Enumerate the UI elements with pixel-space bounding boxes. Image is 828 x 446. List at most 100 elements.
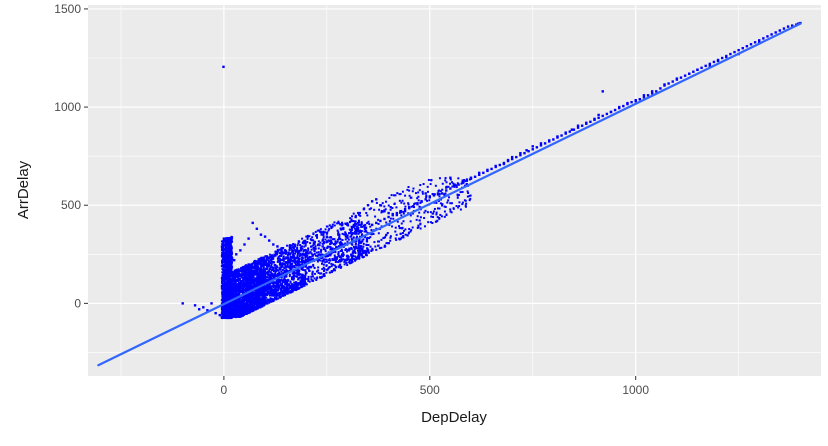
- data-point-4727: [353, 222, 356, 225]
- data-point-4497: [303, 282, 306, 285]
- data-point-4596: [360, 234, 363, 237]
- data-point-4828: [449, 208, 452, 211]
- data-point-1831: [224, 278, 227, 281]
- data-point-2498: [262, 296, 265, 299]
- data-point-4814: [380, 238, 383, 241]
- data-point-3495: [264, 289, 267, 292]
- data-point-4425: [289, 286, 292, 289]
- data-point-3733: [324, 238, 327, 241]
- data-point-4540: [314, 234, 317, 237]
- data-point-3221: [269, 278, 272, 281]
- data-point-3965: [355, 228, 358, 231]
- data-point-4567: [274, 250, 277, 253]
- data-point-187: [222, 241, 225, 244]
- data-point-2265: [237, 312, 240, 315]
- data-point-1950: [223, 274, 226, 277]
- data-point-2967: [280, 249, 283, 252]
- data-point-4459: [258, 290, 261, 293]
- data-point-4376: [293, 243, 296, 246]
- data-point-4406: [357, 221, 360, 224]
- data-point-4570: [357, 247, 360, 250]
- data-point-4902: [356, 247, 359, 250]
- data-point-4900: [320, 231, 323, 234]
- data-point-4413: [307, 277, 310, 280]
- data-point-4117: [245, 294, 248, 297]
- data-point-2657: [269, 298, 272, 301]
- data-point-3481: [225, 299, 228, 302]
- data-point-2796: [223, 290, 226, 293]
- data-point-4076: [294, 272, 297, 275]
- data-point-3570: [224, 271, 227, 274]
- data-point-2388: [260, 303, 263, 306]
- data-point-3546: [226, 289, 229, 292]
- data-point-2969: [228, 244, 231, 247]
- data-point-4101: [353, 246, 356, 249]
- data-point-4315: [247, 269, 250, 272]
- data-point-3024: [270, 286, 273, 289]
- data-point-4534: [332, 238, 335, 241]
- data-point-2818: [228, 265, 231, 268]
- data-point-3754: [344, 235, 347, 238]
- data-point-4356: [291, 285, 294, 288]
- data-point-4915: [452, 207, 455, 210]
- data-point-2571: [254, 306, 257, 309]
- data-point-4537: [294, 262, 297, 265]
- data-point-4609: [457, 177, 460, 180]
- data-point-3869: [295, 263, 298, 266]
- data-point-4353: [326, 246, 329, 249]
- data-point-2790: [255, 273, 258, 276]
- data-point-4590: [306, 266, 309, 269]
- data-point-3403: [257, 299, 260, 302]
- data-point-655: [231, 236, 234, 239]
- data-point-3932: [296, 255, 299, 258]
- data-point-546: [226, 267, 229, 270]
- data-point-4052: [339, 223, 342, 226]
- data-point-2355: [232, 312, 235, 315]
- data-point-4535: [281, 262, 284, 265]
- data-point-1749: [253, 269, 256, 272]
- data-point-4857: [441, 188, 444, 191]
- data-point-545: [221, 309, 224, 312]
- data-point-3526: [273, 298, 276, 301]
- data-point-3196: [255, 296, 258, 299]
- data-point-4673: [317, 247, 320, 250]
- data-point-4331: [307, 279, 310, 282]
- data-point-2611: [233, 275, 236, 278]
- data-point-3093: [224, 270, 227, 273]
- data-point-4270: [330, 265, 333, 268]
- data-point-4946: [461, 203, 464, 206]
- data-point-1868: [238, 293, 241, 296]
- data-point-4220: [254, 293, 257, 296]
- data-point-859: [220, 249, 223, 252]
- data-point-4658: [443, 193, 446, 196]
- data-point-3229: [237, 273, 240, 276]
- data-point-4793: [451, 185, 454, 188]
- data-point-4947: [422, 183, 425, 186]
- data-point-3445: [234, 287, 237, 290]
- data-point-4163: [274, 264, 277, 267]
- data-point-3939: [347, 238, 350, 241]
- data-point-3447: [223, 243, 226, 246]
- data-point-4465: [321, 268, 324, 271]
- data-point-643: [221, 251, 224, 254]
- data-point-3011: [243, 309, 246, 312]
- data-point-3576: [228, 309, 231, 312]
- data-point-3105: [240, 290, 243, 293]
- data-point-4508: [303, 249, 306, 252]
- data-point-2301: [262, 271, 265, 274]
- data-point-3484: [249, 273, 252, 276]
- data-point-4300: [269, 285, 272, 288]
- data-point-4913: [373, 208, 376, 211]
- data-point-2093: [225, 265, 228, 268]
- data-point-3748: [244, 289, 247, 292]
- data-point-2782: [294, 275, 297, 278]
- data-point-3464: [237, 287, 240, 290]
- data-point-3303: [233, 304, 236, 307]
- data-point-3620: [303, 245, 306, 248]
- data-point-3954: [283, 269, 286, 272]
- data-point-2910: [242, 291, 245, 294]
- data-point-2392: [241, 311, 244, 314]
- data-point-3789: [272, 282, 275, 285]
- data-point-2979: [229, 294, 232, 297]
- data-point-4122: [277, 279, 280, 282]
